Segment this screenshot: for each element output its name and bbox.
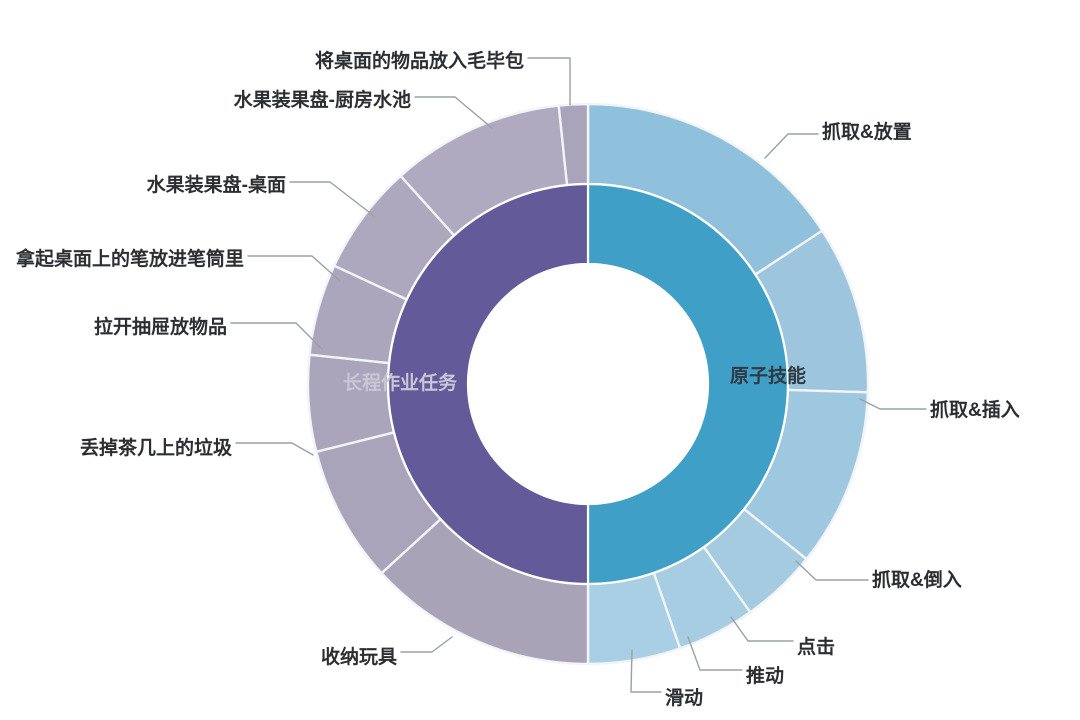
leader-line (235, 442, 314, 456)
label-zhuaqu-fangzhi: 抓取&放置 (822, 120, 912, 143)
leader-line (247, 255, 341, 282)
leader-line (730, 616, 794, 642)
label-guopan-shuichi: 水果装果盘-厨房水池 (234, 88, 411, 111)
inner-slice[interactable] (386, 182, 590, 586)
outer-ring (306, 102, 870, 666)
inner-slice[interactable] (586, 182, 790, 586)
leader-lines (230, 57, 927, 693)
inner-label-longhorizon: 长程作业任务 (343, 371, 458, 394)
leader-line (630, 649, 662, 693)
leader-line (795, 560, 869, 581)
inner-labels: 原子技能 长程作业任务 (343, 364, 806, 394)
label-naqi-bi: 拿起桌面上的笔放进笔筒里 (15, 247, 244, 270)
leader-line (527, 57, 571, 106)
leader-line (687, 636, 743, 671)
leader-line (400, 636, 453, 653)
label-guopan-zhuomian: 水果装果盘-桌面 (147, 173, 286, 196)
inner-ring (386, 182, 790, 586)
label-shouna-wanju: 收纳玩具 (321, 645, 397, 668)
label-maozhanbao: 将桌面的物品放入毛毕包 (315, 49, 524, 72)
leader-line (414, 96, 493, 129)
label-dianji: 点击 (797, 636, 835, 658)
label-zhuaqu-daoru: 抓取&倒入 (872, 568, 962, 591)
leader-line (764, 133, 819, 159)
label-lakai-chouti: 拉开抽屉放物品 (94, 315, 227, 338)
label-diudiao-laji: 丢掉茶几上的垃圾 (80, 436, 233, 459)
label-tuidong: 推动 (746, 664, 784, 687)
leader-line (859, 398, 927, 410)
label-huadong: 滑动 (665, 687, 703, 709)
leader-line (289, 181, 375, 217)
label-zhuaqu-charu: 抓取&插入 (930, 398, 1020, 421)
inner-label-atomic: 原子技能 (730, 364, 806, 387)
leader-line (230, 322, 323, 350)
